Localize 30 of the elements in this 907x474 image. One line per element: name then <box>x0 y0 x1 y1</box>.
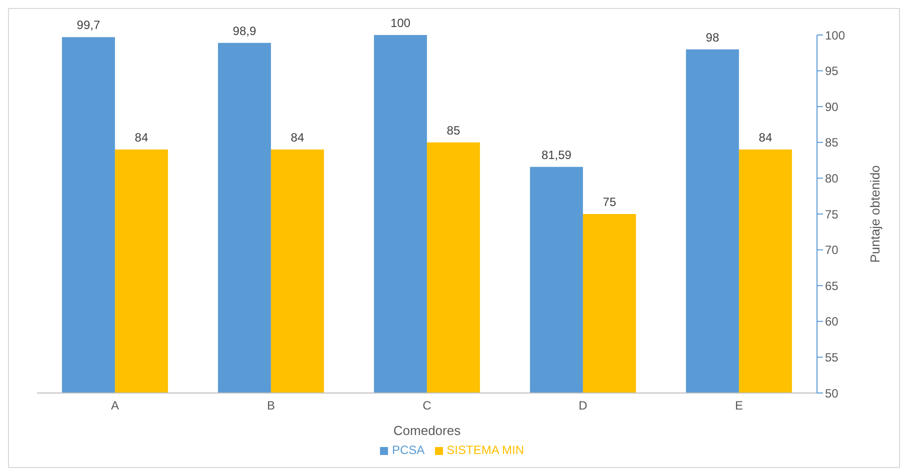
data-label: 98 <box>706 30 720 44</box>
y-tick-label: 100 <box>825 28 846 42</box>
x-tick-label: A <box>110 398 120 413</box>
y-tick-label: 90 <box>825 100 839 114</box>
x-axis-title: Comedores <box>393 423 462 438</box>
x-tick-label: C <box>422 398 432 413</box>
data-label: 84 <box>290 130 304 145</box>
y-axis-title: Puntaje obtenido <box>868 165 883 263</box>
x-tick-label: B <box>266 398 276 413</box>
y-tick-label: 60 <box>825 314 839 329</box>
data-label: 84 <box>758 130 772 145</box>
y-tick-label: 95 <box>825 64 839 78</box>
data-label: 84 <box>134 130 148 145</box>
legend-label: PCSA <box>392 443 425 457</box>
y-tick-label: 70 <box>825 243 839 258</box>
x-tick-label: E <box>734 398 744 413</box>
y-tick-label: 75 <box>825 207 839 222</box>
legend-label: SISTEMA MIN <box>446 443 524 457</box>
data-label: 98,9 <box>232 24 256 38</box>
x-tick-label: D <box>578 398 588 413</box>
data-label: 100 <box>390 16 411 30</box>
data-label: 99,7 <box>76 18 100 32</box>
y-tick-label: 65 <box>825 278 839 293</box>
y-tick-label: 85 <box>825 136 839 150</box>
y-tick-label: 55 <box>825 350 839 364</box>
y-tick-label: 50 <box>825 386 839 400</box>
y-tick-label: 80 <box>825 171 839 186</box>
data-label: 75 <box>602 195 616 209</box>
data-label: 81,59 <box>541 148 572 162</box>
data-label: 85 <box>446 123 460 138</box>
